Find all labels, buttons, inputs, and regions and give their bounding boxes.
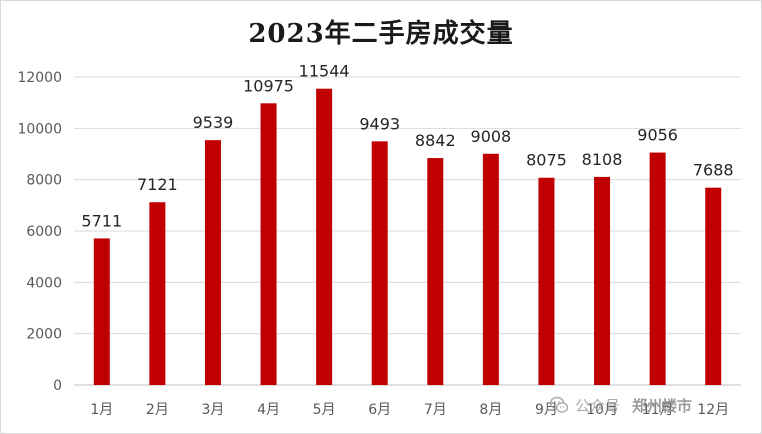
data-label: 9056	[637, 126, 678, 145]
x-tick-label: 12月	[697, 402, 729, 418]
wechat-icon	[549, 395, 569, 415]
y-tick-label: 12000	[17, 70, 62, 86]
y-tick-label: 10000	[17, 121, 62, 137]
data-label: 8108	[582, 150, 623, 169]
bar	[371, 141, 388, 385]
data-label: 10975	[243, 76, 294, 95]
bar	[260, 103, 277, 385]
data-label: 7121	[137, 175, 178, 194]
bar	[594, 176, 611, 385]
x-tick-label: 11月	[642, 402, 674, 418]
x-tick-label: 8月	[479, 402, 502, 418]
y-tick-label: 4000	[26, 275, 62, 291]
chart-title: 2023年二手房成交量	[248, 19, 514, 49]
data-label: 9539	[193, 113, 234, 132]
data-label: 8842	[415, 131, 456, 150]
bar	[705, 187, 722, 385]
data-label: 9493	[359, 114, 400, 133]
x-tick-label: 7月	[424, 402, 447, 418]
y-tick-label: 6000	[26, 224, 62, 240]
watermark-platform: 公众号	[575, 396, 621, 415]
bar	[149, 202, 166, 385]
x-tick-label: 10月	[586, 402, 618, 418]
bar	[93, 238, 110, 385]
bar	[427, 158, 444, 385]
y-tick-label: 0	[53, 378, 62, 394]
data-label: 11544	[299, 62, 350, 81]
data-label: 5711	[81, 211, 122, 230]
data-label: 8075	[526, 151, 567, 170]
x-tick-label: 3月	[201, 402, 224, 418]
x-tick-label: 6月	[368, 402, 391, 418]
watermark: 公众号 郑州楼市	[549, 393, 692, 417]
x-tick-label: 1月	[90, 402, 113, 418]
data-label: 7688	[693, 161, 734, 180]
bar	[649, 152, 666, 385]
y-tick-label: 8000	[26, 173, 62, 189]
bar	[204, 140, 221, 385]
watermark-account: 郑州楼市	[632, 396, 693, 415]
bar	[316, 88, 333, 385]
bar	[482, 153, 499, 385]
x-tick-label: 4月	[257, 402, 280, 418]
bar	[538, 177, 555, 385]
y-tick-label: 2000	[26, 327, 62, 343]
data-label: 9008	[471, 127, 512, 146]
x-tick-label: 5月	[313, 402, 336, 418]
x-tick-label: 2月	[146, 402, 169, 418]
